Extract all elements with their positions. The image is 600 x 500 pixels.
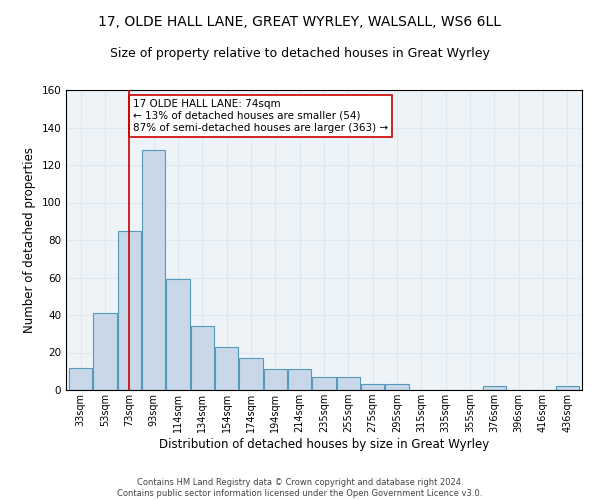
Bar bbox=[118, 230, 141, 390]
Bar bbox=[215, 347, 238, 390]
Y-axis label: Number of detached properties: Number of detached properties bbox=[23, 147, 36, 333]
Bar bbox=[556, 386, 579, 390]
Bar bbox=[313, 377, 335, 390]
Text: Contains HM Land Registry data © Crown copyright and database right 2024.
Contai: Contains HM Land Registry data © Crown c… bbox=[118, 478, 482, 498]
Bar bbox=[483, 386, 506, 390]
Bar bbox=[337, 377, 360, 390]
X-axis label: Distribution of detached houses by size in Great Wyrley: Distribution of detached houses by size … bbox=[159, 438, 489, 451]
Bar bbox=[69, 368, 92, 390]
Bar bbox=[264, 370, 287, 390]
Bar bbox=[361, 384, 384, 390]
Bar bbox=[142, 150, 165, 390]
Text: 17, OLDE HALL LANE, GREAT WYRLEY, WALSALL, WS6 6LL: 17, OLDE HALL LANE, GREAT WYRLEY, WALSAL… bbox=[98, 15, 502, 29]
Bar bbox=[385, 384, 409, 390]
Bar bbox=[166, 280, 190, 390]
Bar bbox=[191, 326, 214, 390]
Bar bbox=[288, 370, 311, 390]
Bar bbox=[94, 313, 116, 390]
Bar bbox=[239, 358, 263, 390]
Text: Size of property relative to detached houses in Great Wyrley: Size of property relative to detached ho… bbox=[110, 48, 490, 60]
Text: 17 OLDE HALL LANE: 74sqm
← 13% of detached houses are smaller (54)
87% of semi-d: 17 OLDE HALL LANE: 74sqm ← 13% of detach… bbox=[133, 100, 388, 132]
